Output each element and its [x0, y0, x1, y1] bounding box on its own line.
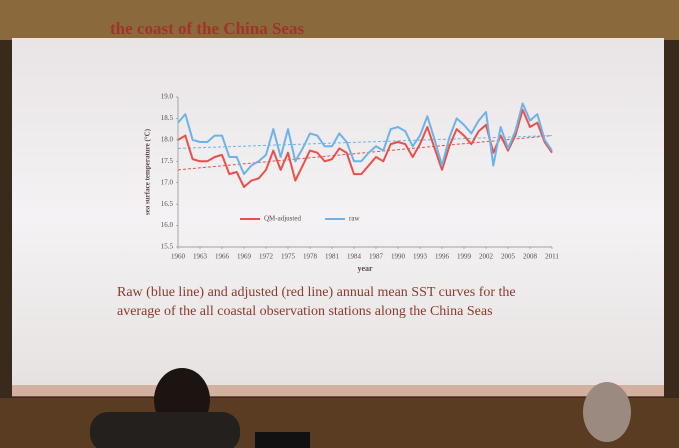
- x-tick-label: 1993: [413, 253, 428, 261]
- x-tick-label: 1978: [303, 253, 318, 261]
- wall-top: [0, 0, 679, 40]
- x-tick-label: 1972: [259, 253, 274, 261]
- x-tick-label: 1984: [347, 253, 362, 261]
- x-tick-label: 1981: [325, 253, 340, 261]
- x-tick-label: 1975: [281, 253, 296, 261]
- page: the coast of the China Seas sea surface …: [0, 0, 679, 448]
- x-tick-label: 1966: [215, 253, 230, 261]
- x-tick-label: 1960: [171, 253, 186, 261]
- slide-footer: [12, 385, 664, 397]
- slide-title: the coast of the China Seas: [110, 19, 304, 38]
- caption-line: average of the all coastal observation s…: [117, 304, 493, 319]
- y-tick-label: 16.0: [161, 221, 174, 229]
- x-tick-label: 1999: [457, 253, 472, 261]
- slide: [12, 38, 664, 396]
- x-axis-label: year: [357, 264, 373, 273]
- x-tick-label: 2005: [501, 253, 516, 261]
- legend-label: QM-adjusted: [264, 215, 301, 223]
- laptop: [255, 432, 310, 448]
- x-tick-label: 1990: [391, 253, 406, 261]
- x-tick-label: 1996: [435, 253, 450, 261]
- x-tick-label: 2008: [523, 253, 538, 261]
- y-tick-label: 16.5: [161, 200, 174, 208]
- y-axis-label: sea surface temperature (°C): [144, 128, 152, 215]
- audience-head: [583, 382, 631, 442]
- audience-body: [90, 412, 240, 448]
- x-tick-label: 1969: [237, 253, 252, 261]
- x-tick-label: 1963: [193, 253, 208, 261]
- y-tick-label: 18.5: [161, 114, 174, 122]
- y-tick-label: 15.5: [161, 243, 174, 251]
- y-tick-label: 18.0: [161, 135, 174, 143]
- y-tick-label: 17.0: [161, 178, 174, 186]
- caption-line: Raw (blue line) and adjusted (red line) …: [117, 285, 516, 300]
- x-tick-label: 2011: [545, 253, 559, 261]
- x-tick-label: 2002: [479, 253, 494, 261]
- y-tick-label: 19.0: [161, 93, 174, 101]
- photo: the coast of the China Seas sea surface …: [0, 0, 679, 448]
- y-tick-label: 17.5: [161, 157, 174, 165]
- x-tick-label: 1987: [369, 253, 384, 261]
- legend-label: raw: [349, 215, 360, 223]
